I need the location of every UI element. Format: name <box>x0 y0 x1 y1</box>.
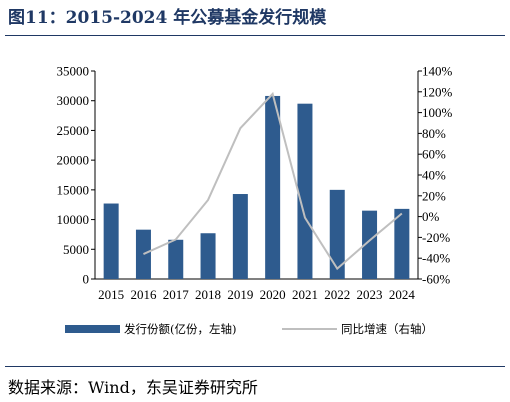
bar <box>362 210 378 279</box>
left-tick-label: 25000 <box>57 123 90 138</box>
line-series <box>143 91 403 271</box>
legend-line-label: 同比增速（右轴） <box>341 322 433 336</box>
chart: 0 5000 10000 15000 20000 25000 30000 35000 -60% -… <box>57 64 453 337</box>
growth-line <box>143 91 403 271</box>
x-tick-label: 2022 <box>324 287 350 302</box>
title-rule <box>5 35 505 36</box>
right-tick-label: 120% <box>422 84 453 99</box>
legend-bar-label: 发行份额(亿份，左轴) <box>124 322 236 336</box>
bar <box>232 194 248 279</box>
right-tick-label: -20% <box>422 230 450 245</box>
left-tick-label: 15000 <box>57 182 90 197</box>
x-tick-label: 2021 <box>292 287 318 302</box>
right-tick-label: 100% <box>422 105 453 120</box>
right-tick-label: 140% <box>422 64 453 79</box>
left-tick-label: 35000 <box>57 64 90 79</box>
source-rule <box>5 366 505 367</box>
bar <box>394 208 410 279</box>
left-tick-label: 5000 <box>63 242 89 257</box>
source-note: 数据来源：Wind，东吴证券研究所 <box>8 378 258 397</box>
right-tick-label: 20% <box>422 188 446 203</box>
tick-labels: 0 5000 10000 15000 20000 25000 30000 35000 -60% -… <box>57 64 453 303</box>
x-tick-label: 2018 <box>195 287 221 302</box>
right-tick-label: 40% <box>422 168 446 183</box>
right-tick-label: -60% <box>422 272 450 287</box>
bar-series <box>103 95 410 280</box>
right-tick-label: 60% <box>422 147 446 162</box>
x-tick-label: 2015 <box>98 287 124 302</box>
bar <box>168 239 184 279</box>
chart-title: 图11：2015-2024 年公募基金发行规模 <box>8 8 327 28</box>
x-tick-label: 2019 <box>227 287 253 302</box>
bar <box>265 95 281 280</box>
bar <box>135 229 151 279</box>
x-tick-label: 2023 <box>357 287 383 302</box>
legend: 发行份额(亿份，左轴) 同比增速（右轴） <box>65 322 433 336</box>
bar <box>103 203 119 279</box>
left-tick-label: 10000 <box>57 212 90 227</box>
x-tick-label: 2016 <box>130 287 157 302</box>
right-tick-label: -40% <box>422 251 450 266</box>
right-tick-label: 0% <box>422 209 440 224</box>
bar <box>329 189 345 279</box>
left-tick-label: 0 <box>83 272 90 287</box>
x-tick-label: 2024 <box>389 287 416 302</box>
right-tick-label: 80% <box>422 126 446 141</box>
left-tick-label: 30000 <box>57 93 90 108</box>
left-tick-label: 20000 <box>57 153 90 168</box>
x-tick-label: 2020 <box>260 287 286 302</box>
legend-bar-swatch <box>65 325 120 333</box>
bar <box>297 103 313 279</box>
bar <box>200 233 216 279</box>
x-tick-label: 2017 <box>163 287 190 302</box>
